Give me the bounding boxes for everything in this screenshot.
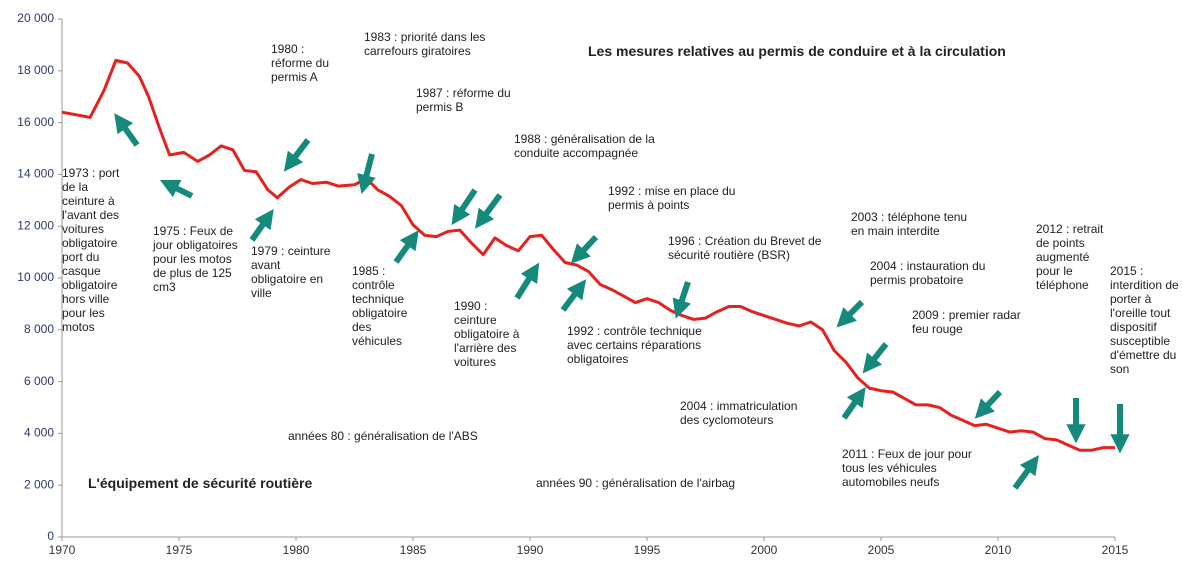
y-tick-label: 14 000 (17, 167, 54, 181)
annotation: années 80 : généralisation de l'ABS (288, 429, 478, 443)
annotation: 2004 : immatriculation des cyclomoteurs (680, 399, 798, 427)
arrow (159, 179, 194, 199)
arrow (560, 279, 587, 312)
arrow (514, 262, 540, 300)
y-tick-label: 10 000 (17, 270, 54, 284)
x-tick-label: 1975 (166, 543, 193, 557)
y-tick-label: 2 000 (24, 477, 54, 491)
y-tick-label: 12 000 (17, 218, 54, 232)
arrow (672, 281, 691, 319)
y-tick-label: 6 000 (24, 374, 54, 388)
annotation: 2012 : retrait de points augmenté pour l… (1036, 222, 1104, 292)
x-tick-label: 1995 (634, 543, 661, 557)
annotation: 2015 : interdition de porter à l'oreille… (1110, 264, 1179, 376)
annotation: 1988 : généralisation de la conduite acc… (514, 132, 655, 160)
arrow (357, 153, 376, 195)
x-tick-label: 2015 (1102, 543, 1129, 557)
annotation: 1979 : ceinture avant obligatoire en vil… (251, 244, 331, 300)
annotation: 1975 : Feux de jour obligatoires pour le… (153, 224, 238, 294)
annotation: 1996 : Création du Brevet de sécurité ro… (668, 234, 822, 262)
arrow (836, 299, 865, 328)
y-tick-label: 4 000 (24, 426, 54, 440)
x-tick-label: 1990 (517, 543, 544, 557)
arrow (283, 138, 311, 172)
annotation: 1990 : ceinture obligatoire à l'arrière … (454, 299, 520, 369)
annotation: 2003 : téléphone tenu en main interdite (851, 210, 968, 238)
annotation: Les mesures relatives au permis de condu… (588, 43, 1006, 59)
annotation: 1983 : priorité dans les carrefours gira… (364, 30, 486, 58)
x-tick-label: 2000 (751, 543, 778, 557)
y-tick-label: 20 000 (17, 11, 54, 25)
annotation: 2011 : Feux de jour pour tous les véhicu… (842, 447, 972, 489)
x-tick-label: 1970 (49, 543, 76, 557)
arrow (114, 113, 140, 147)
y-tick-label: 16 000 (17, 115, 54, 129)
annotation: 1987 : réforme du permis B (416, 86, 511, 114)
y-tick-label: 8 000 (24, 322, 54, 336)
arrow (451, 188, 478, 226)
arrow (1012, 455, 1039, 490)
arrow (974, 389, 1003, 419)
y-tick-label: 0 (47, 529, 54, 543)
x-tick-label: 1980 (283, 543, 310, 557)
annotation: 1973 : port de la ceinture à l'avant des… (62, 166, 120, 334)
data-line (61, 58, 1115, 452)
arrow (841, 386, 866, 420)
annotation: 2009 : premier radar feu rouge (912, 308, 1021, 336)
arrow (475, 193, 503, 229)
annotation: L'équipement de sécurité routière (88, 475, 313, 491)
annotation: 1980 : réforme du permis A (271, 42, 330, 84)
annotation: 1985 : contrôle technique obligatoire de… (352, 264, 408, 348)
arrow (570, 234, 599, 264)
annotation: 1992 : mise en place du permis à points (608, 184, 736, 212)
arrow (862, 342, 889, 374)
arrow (393, 230, 419, 264)
y-tick-label: 18 000 (17, 63, 54, 77)
x-tick-label: 2005 (868, 543, 895, 557)
annotation: 2004 : instauration du permis probatoire (870, 259, 986, 287)
x-tick-label: 2010 (985, 543, 1012, 557)
annotation: 1992 : contrôle technique avec certains … (567, 324, 702, 366)
arrow (249, 208, 274, 242)
annotation: années 90 : généralisation de l'airbag (536, 476, 736, 490)
x-tick-label: 1985 (400, 543, 427, 557)
